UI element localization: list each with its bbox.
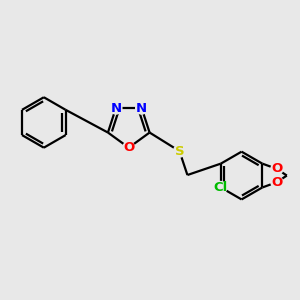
Circle shape <box>110 102 122 114</box>
Circle shape <box>215 182 227 194</box>
Text: N: N <box>110 102 122 115</box>
Text: O: O <box>271 176 283 189</box>
Circle shape <box>173 145 185 157</box>
Circle shape <box>271 176 283 188</box>
Circle shape <box>271 163 283 175</box>
Text: Cl: Cl <box>214 181 228 194</box>
Circle shape <box>136 102 148 114</box>
Circle shape <box>123 142 135 154</box>
Text: O: O <box>123 141 134 154</box>
Text: S: S <box>175 145 184 158</box>
Text: N: N <box>136 102 147 115</box>
Text: O: O <box>271 162 283 176</box>
